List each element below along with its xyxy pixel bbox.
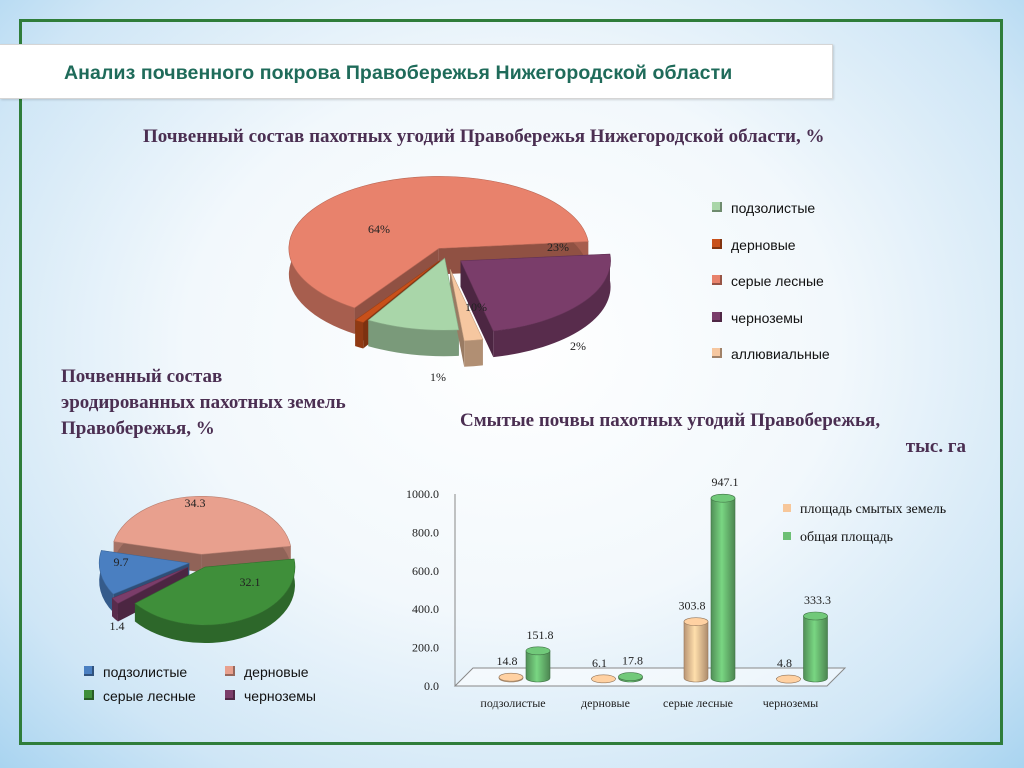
page-title: Анализ почвенного покрова Правобережья Н…	[64, 62, 733, 84]
pie-data-label: 1%	[430, 370, 446, 384]
pie-data-label: 34.3	[185, 496, 206, 510]
y-tick-label: 200.0	[412, 641, 439, 655]
legend-swatch	[84, 690, 94, 701]
legend-item-chernozemy: черноземы	[225, 688, 316, 704]
legend-label: черноземы	[244, 688, 316, 704]
bar-data-label: 4.8	[777, 656, 792, 670]
legend-label: подзолистые	[731, 200, 816, 216]
pie-slice	[367, 257, 460, 331]
legend-label: серые лесные	[103, 688, 196, 704]
legend-label: дерновые	[731, 237, 796, 253]
pie-slice	[111, 566, 189, 604]
legend-item-podzolistye: подзолистые	[84, 664, 187, 680]
x-tick-label: подзолистые	[480, 696, 545, 710]
bar	[803, 611, 828, 683]
bar-floor	[453, 667, 847, 687]
pie-slice	[354, 260, 440, 323]
y-tick-label: 800.0	[412, 525, 439, 539]
legend-label: серые лесные	[731, 273, 824, 289]
pie-data-label: 2%	[570, 339, 586, 353]
legend-label: дерновые	[244, 664, 309, 680]
legend-item-alluvialnye: аллювиальные	[712, 346, 830, 362]
pie-slice	[288, 176, 589, 309]
legend-swatch	[84, 666, 94, 677]
x-tick-label: черноземы	[763, 696, 819, 710]
bar	[710, 493, 736, 683]
legend-swatch	[225, 666, 235, 677]
bar	[525, 646, 551, 683]
pie-data-label: 1.4	[110, 619, 125, 633]
y-tick-label: 1000.0	[406, 487, 439, 501]
bar-data-label: 947.1	[712, 475, 739, 489]
pie-data-label: 32.1	[240, 575, 261, 589]
bar-data-label: 303.8	[679, 599, 706, 613]
legend-swatch	[225, 690, 235, 701]
pie-data-label: 10%	[465, 300, 487, 314]
bar	[776, 674, 801, 684]
pie-slice	[134, 558, 296, 626]
pie-slice	[460, 253, 611, 332]
legend-item-podzolistye: подзолистые	[712, 200, 815, 216]
chart3-title: Смытые почвы пахотных угодий Правобережь…	[460, 408, 966, 460]
bar-data-label: 14.8	[497, 654, 518, 668]
bar-data-label: 17.8	[622, 654, 643, 668]
bar	[591, 674, 616, 684]
chart2-title-line: Правобережья, %	[61, 418, 215, 439]
legend-swatch	[712, 239, 722, 250]
bar	[683, 617, 709, 683]
legend-item-dernovye: дерновые	[225, 664, 309, 680]
y-tick-label: 600.0	[412, 564, 439, 578]
pie-slice	[113, 496, 292, 555]
legend-label: аллювиальные	[731, 346, 830, 362]
legend-item-smytye: площадь смытых земель	[783, 502, 946, 518]
bar	[498, 672, 524, 683]
bar	[618, 672, 643, 683]
legend-swatch	[712, 275, 722, 286]
pie-data-label: 64%	[368, 222, 390, 236]
pie-data-label: 9.7	[114, 555, 129, 569]
chart3-title-line: тыс. га	[905, 436, 966, 457]
legend-swatch	[783, 531, 791, 540]
chart2-title: Почвенный состав эродированных пахотных …	[61, 364, 346, 442]
legend-label: площадь смытых земель	[800, 502, 947, 517]
pie-slice	[98, 550, 191, 595]
legend-swatch	[712, 348, 722, 359]
bar-data-label: 151.8	[527, 628, 554, 642]
y-tick-label: 400.0	[412, 602, 439, 616]
legend-label: черноземы	[731, 310, 803, 326]
legend-item-dernovye: дерновые	[712, 237, 796, 253]
chart1-title: Почвенный состав пахотных угодий Правобе…	[143, 126, 825, 147]
chart3-title-line: Смытые почвы пахотных угодий Правобережь…	[460, 410, 881, 431]
chart2-title-line: Почвенный состав	[61, 366, 223, 387]
bar-data-label: 6.1	[592, 656, 607, 670]
legend-item-serye-lesnye: серые лесные	[712, 273, 824, 289]
legend-swatch	[712, 312, 722, 323]
legend-label: общая площадь	[800, 530, 894, 545]
legend-swatch	[712, 202, 722, 213]
slide-frame	[19, 19, 1003, 745]
y-tick-label: 0.0	[424, 679, 439, 693]
legend-label: подзолистые	[103, 664, 188, 680]
bar-data-label: 333.3	[804, 593, 831, 607]
pie-data-label: 23%	[547, 240, 569, 254]
pie-slice	[449, 268, 484, 342]
chart2-title-line: эродированных пахотных земель	[61, 392, 346, 413]
x-tick-label: дерновые	[581, 696, 630, 710]
legend-item-obshchaya: общая площадь	[783, 530, 893, 546]
legend-swatch	[783, 503, 791, 512]
x-tick-label: серые лесные	[663, 696, 733, 710]
title-bar	[0, 44, 833, 99]
legend-item-serye-lesnye: серые лесные	[84, 688, 196, 704]
legend-item-chernozemy: черноземы	[712, 310, 803, 326]
